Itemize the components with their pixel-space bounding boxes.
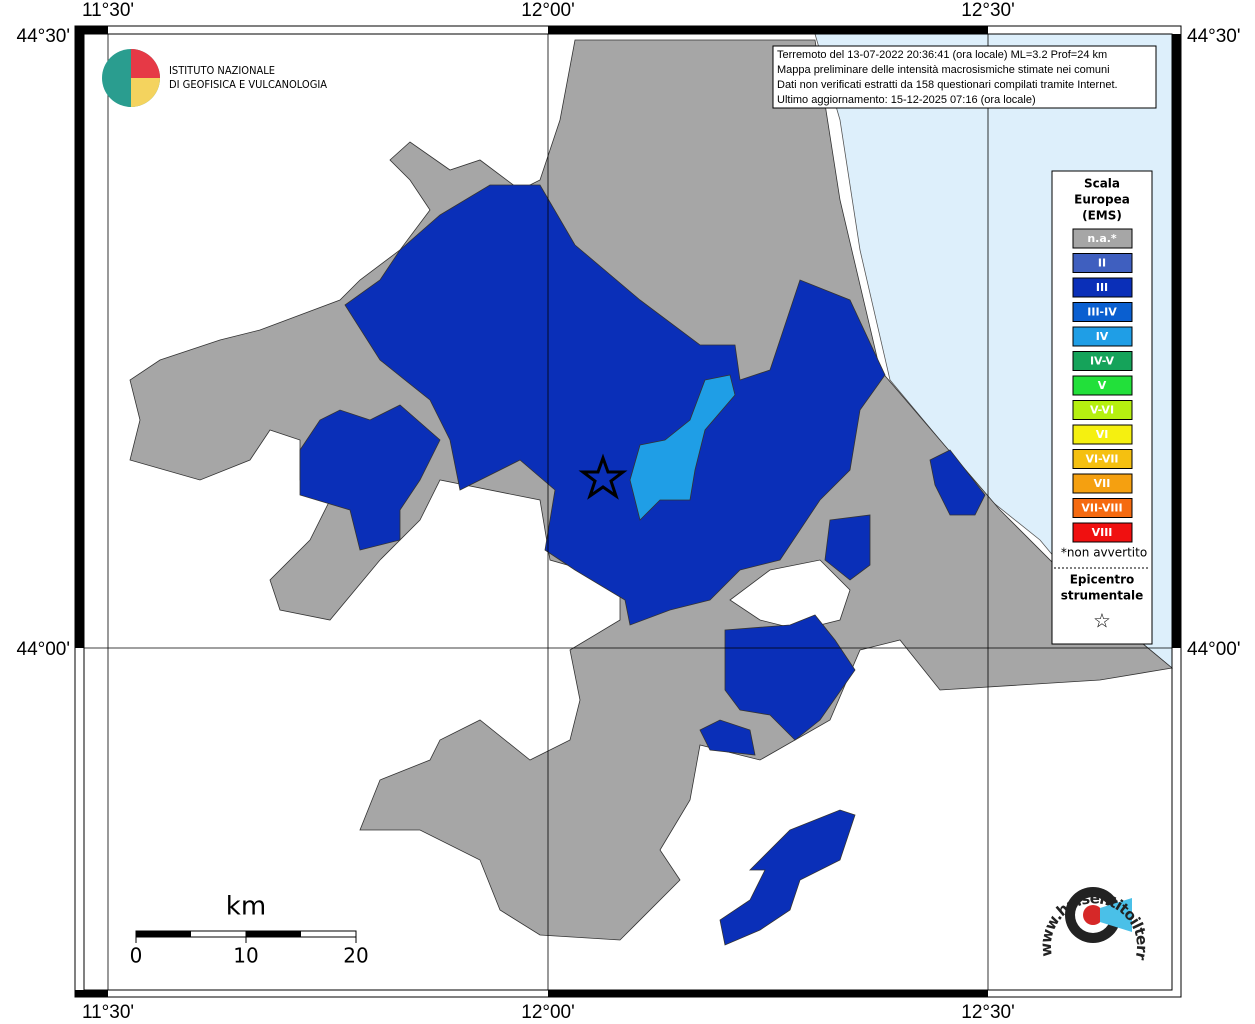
region-iii [299, 404, 441, 551]
region-iii [929, 449, 986, 516]
legend-swatch [1072, 400, 1133, 420]
legend-label: VI-VII [1085, 453, 1118, 466]
frame-bar [75, 990, 108, 997]
legend-swatch [1072, 351, 1133, 371]
legend-label: III-IV [1087, 306, 1117, 319]
legend-title: Scala [1084, 177, 1120, 191]
legend-title: (EMS) [1082, 209, 1122, 223]
scale-unit: km [226, 892, 266, 922]
info-line: Mappa preliminare delle intensità macros… [777, 64, 1110, 76]
lon-label: 12°00' [521, 1002, 575, 1023]
legend-label: VIII [1092, 526, 1113, 539]
region-iii [719, 809, 856, 946]
legend-title: Europea [1074, 193, 1130, 207]
legend-swatch [1072, 375, 1133, 396]
epicenter [578, 453, 628, 500]
scale-label: 20 [343, 944, 368, 968]
legend-swatch [1072, 473, 1133, 494]
legend-swatch [1072, 326, 1133, 347]
frame-bar [548, 990, 988, 997]
lon-label: 12°00' [521, 0, 575, 21]
frame-bar [1172, 34, 1181, 648]
website-logo [1100, 898, 1132, 932]
legend-swatch [1072, 228, 1133, 249]
institute-name: ISTITUTO NAZIONALE [169, 64, 275, 77]
lat-label: 44°30' [1187, 26, 1241, 47]
legend-swatch [1072, 498, 1133, 518]
legend-label: V [1098, 379, 1107, 392]
scale-label: 0 [130, 944, 143, 968]
region-iii [724, 614, 856, 741]
institute-name: DI GEOFISICA E VULCANOLOGIA [169, 78, 327, 91]
region-iii [824, 514, 871, 581]
legend-swatch [1072, 277, 1133, 298]
info-line: Terremoto del 13-07-2022 20:36:41 (ora l… [777, 49, 1107, 61]
region-iv [629, 374, 736, 521]
scale-bar: km 0 10 20 [130, 892, 369, 968]
legend-swatch [1072, 522, 1133, 543]
info-box [772, 45, 1157, 109]
legend-swatch [1072, 424, 1133, 445]
legend-label: V-VI [1090, 404, 1114, 417]
legend-epicenter-title: Epicentro [1070, 573, 1135, 587]
legend-label: IV-V [1090, 355, 1115, 368]
info-line: Dati non verificati estratti da 158 ques… [777, 79, 1118, 91]
legend-label: VII-VIII [1081, 502, 1122, 515]
legend-epicenter-title: strumentale [1061, 589, 1144, 603]
lon-label: 11°30' [82, 0, 134, 21]
region-iii [699, 719, 756, 756]
scale-segment [246, 931, 301, 937]
legend-swatch [1072, 302, 1133, 322]
lon-label: 12°30' [961, 1002, 1015, 1023]
institute-logo [131, 78, 160, 107]
legend-label: II [1098, 257, 1106, 270]
website-logo [1083, 905, 1103, 925]
legend-label: VI [1096, 428, 1109, 441]
info-line: Ultimo aggiornamento: 15-12-2025 07:16 (… [777, 94, 1036, 106]
region-iii [344, 184, 886, 626]
legend-swatch [1072, 253, 1133, 273]
legend-note: *non avvertito [1061, 546, 1147, 560]
info-text: Terremoto del 13-07-2022 20:36:41 (ora l… [777, 49, 1118, 106]
scale-label: 10 [233, 944, 258, 968]
legend-label: IV [1096, 330, 1109, 343]
lat-label: 44°30' [17, 26, 71, 47]
frame-bar [548, 26, 988, 34]
legend-label: n.a.* [1087, 232, 1117, 245]
lat-label: 44°00' [17, 639, 71, 660]
lat-label: 44°00' [1187, 639, 1241, 660]
legend-swatch [1072, 449, 1133, 469]
frame-bar [75, 26, 108, 34]
legend-content: ScalaEuropea(EMS)n.a.*IIIIIIII-IVIVIV-VV… [1054, 177, 1150, 633]
scale-segment [136, 931, 191, 937]
legend-label: III [1096, 281, 1108, 294]
lon-label: 12°30' [961, 0, 1015, 21]
legend-label: VII [1094, 477, 1111, 490]
legend-epicenter-symbol: ☆ [1093, 609, 1111, 633]
frame-bar [75, 34, 84, 648]
lon-label: 11°30' [82, 1002, 134, 1023]
institute-logo [131, 49, 160, 78]
